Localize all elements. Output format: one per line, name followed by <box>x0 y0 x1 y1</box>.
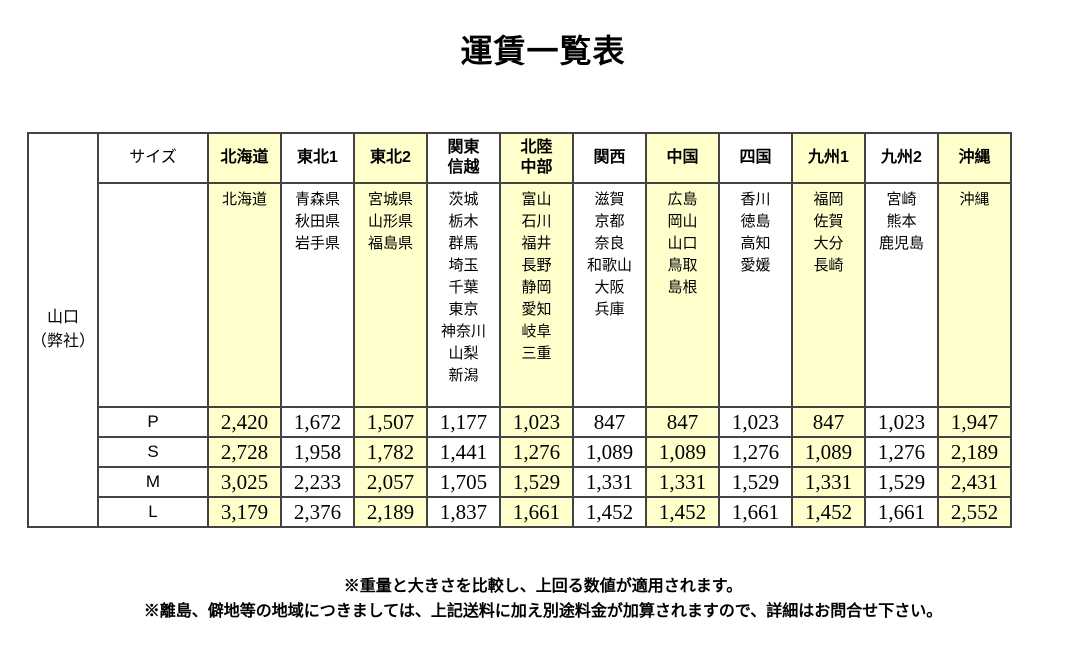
prefecture-cell: 広島 岡山 山口 鳥取 島根 <box>645 182 720 408</box>
prefecture-row: 北海道 青森県 秋田県 岩手県 宮城県 山形県 福島県 茨城 栃木 群馬 埼玉 … <box>28 182 1012 408</box>
prefecture-cell: 北海道 <box>207 182 282 408</box>
fare-cell: 1,672 <box>280 406 355 438</box>
region-header-okinawa: 沖縄 <box>937 132 1012 184</box>
fare-cell: 1,276 <box>499 436 574 468</box>
fare-cell: 2,057 <box>353 466 428 498</box>
fare-cell: 1,661 <box>718 496 793 528</box>
region-header-tohoku2: 東北2 <box>353 132 428 184</box>
fare-cell: 847 <box>645 406 720 438</box>
fare-cell: 1,441 <box>426 436 501 468</box>
fare-cell: 1,089 <box>791 436 866 468</box>
header-row: 山口 （弊社） サイズ 北海道 東北1 東北2 関東 信越 北陸 中部 関西 中… <box>27 132 1012 528</box>
empty-size-cell <box>97 182 209 408</box>
footnote-line-1: ※重量と大きさを比較し、上回る数値が適用されます。 <box>343 578 743 595</box>
fare-cell: 1,023 <box>499 406 574 438</box>
fare-cell: 2,431 <box>937 466 1012 498</box>
region-header-tohoku1: 東北1 <box>280 132 355 184</box>
prefecture-cell: 宮崎 熊本 鹿児島 <box>864 182 939 408</box>
fare-cell: 1,331 <box>572 466 647 498</box>
prefecture-cell: 茨城 栃木 群馬 埼玉 千葉 東京 神奈川 山梨 新潟 <box>426 182 501 408</box>
fare-cell: 2,376 <box>280 496 355 528</box>
fare-cell: 1,023 <box>718 406 793 438</box>
size-label-cell: P <box>97 406 209 438</box>
fare-cell: 1,177 <box>426 406 501 438</box>
fare-cell: 2,420 <box>207 406 282 438</box>
fare-cell: 2,728 <box>207 436 282 468</box>
fare-cell: 1,023 <box>864 406 939 438</box>
prefecture-cell: 青森県 秋田県 岩手県 <box>280 182 355 408</box>
fare-cell: 1,661 <box>499 496 574 528</box>
region-header-hokuriku-chubu: 北陸 中部 <box>499 132 574 184</box>
size-label-cell: L <box>97 496 209 528</box>
fare-cell: 1,958 <box>280 436 355 468</box>
fare-cell: 847 <box>572 406 647 438</box>
region-header-shikoku: 四国 <box>718 132 793 184</box>
fare-cell: 3,025 <box>207 466 282 498</box>
fare-cell: 1,089 <box>645 436 720 468</box>
fare-cell: 1,507 <box>353 406 428 438</box>
fare-cell: 847 <box>791 406 866 438</box>
fare-cell: 2,552 <box>937 496 1012 528</box>
size-label-cell: S <box>97 436 209 468</box>
region-header-kansai: 関西 <box>572 132 647 184</box>
fare-row-s: S 2,728 1,958 1,782 1,441 1,276 1,089 1,… <box>28 436 1012 468</box>
fare-cell: 1,529 <box>864 466 939 498</box>
fare-cell: 1,331 <box>645 466 720 498</box>
region-header-kanto-shinetsu: 関東 信越 <box>426 132 501 184</box>
fare-cell: 1,947 <box>937 406 1012 438</box>
region-header-kyushu1: 九州1 <box>791 132 866 184</box>
fare-cell: 1,661 <box>864 496 939 528</box>
prefecture-cell: 富山 石川 福井 長野 静岡 愛知 岐阜 三重 <box>499 182 574 408</box>
fare-cell: 1,276 <box>864 436 939 468</box>
page-title: 運賃一覧表 <box>460 33 626 69</box>
region-header-kyushu2: 九州2 <box>864 132 939 184</box>
fare-cell: 1,452 <box>645 496 720 528</box>
fare-cell: 1,452 <box>572 496 647 528</box>
fare-cell: 1,529 <box>718 466 793 498</box>
fare-cell: 2,189 <box>353 496 428 528</box>
region-header-hokkaido: 北海道 <box>207 132 282 184</box>
prefecture-cell: 宮城県 山形県 福島県 <box>353 182 428 408</box>
prefecture-cell: 香川 徳島 高知 愛媛 <box>718 182 793 408</box>
fare-cell: 1,837 <box>426 496 501 528</box>
fare-cell: 2,189 <box>937 436 1012 468</box>
region-header-chugoku: 中国 <box>645 132 720 184</box>
prefecture-cell: 沖縄 <box>937 182 1012 408</box>
fare-cell: 1,705 <box>426 466 501 498</box>
size-header-cell: サイズ <box>97 132 209 184</box>
fare-cell: 1,452 <box>791 496 866 528</box>
fare-table: 山口 （弊社） サイズ 北海道 東北1 東北2 関東 信越 北陸 中部 関西 中… <box>27 132 1012 528</box>
fare-cell: 3,179 <box>207 496 282 528</box>
prefecture-cell: 滋賀 京都 奈良 和歌山 大阪 兵庫 <box>572 182 647 408</box>
footnotes: ※重量と大きさを比較し、上回る数値が適用されます。 ※離島、僻地等の地域につきま… <box>0 574 1086 624</box>
fare-cell: 1,529 <box>499 466 574 498</box>
fare-cell: 1,276 <box>718 436 793 468</box>
fare-cell: 1,089 <box>572 436 647 468</box>
fare-cell: 1,782 <box>353 436 428 468</box>
prefecture-cell: 福岡 佐賀 大分 長崎 <box>791 182 866 408</box>
footnote-line-2: ※離島、僻地等の地域につきましては、上記送料に加え別途料金が加算されますので、詳… <box>143 603 943 620</box>
fare-cell: 1,331 <box>791 466 866 498</box>
fare-row-l: L 3,179 2,376 2,189 1,837 1,661 1,452 1,… <box>28 496 1012 528</box>
fare-cell: 2,233 <box>280 466 355 498</box>
fare-row-p: P 2,420 1,672 1,507 1,177 1,023 847 847 … <box>28 406 1012 438</box>
size-label-cell: M <box>97 466 209 498</box>
origin-cell: 山口 （弊社） <box>27 132 99 528</box>
fare-row-m: M 3,025 2,233 2,057 1,705 1,529 1,331 1,… <box>28 466 1012 498</box>
